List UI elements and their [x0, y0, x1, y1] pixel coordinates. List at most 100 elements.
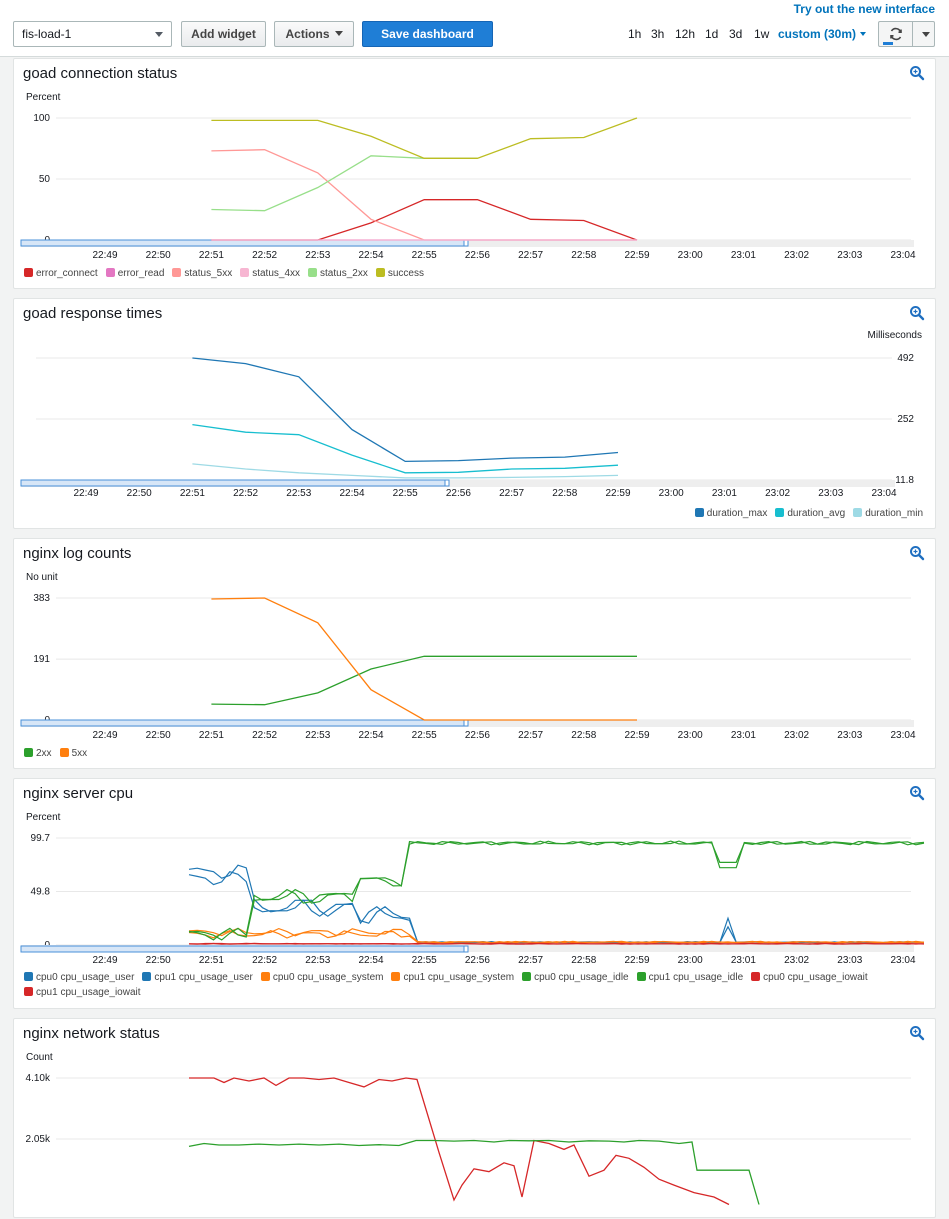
- time-selection-bar[interactable]: [21, 240, 466, 246]
- legend-item[interactable]: cpu1 cpu_usage_idle: [637, 970, 744, 985]
- chart-svg: Milliseconds49225211.822:49 22:50 22:51 22:…: [14, 299, 937, 530]
- cpu-series-line-7: [189, 943, 924, 944]
- legend-label: cpu0 cpu_usage_user: [36, 972, 134, 983]
- actions-button[interactable]: Actions: [274, 21, 354, 47]
- range-1w[interactable]: 1w: [754, 27, 769, 41]
- legend-item[interactable]: cpu0 cpu_usage_system: [261, 970, 384, 985]
- legend-item[interactable]: status_2xx: [308, 266, 368, 281]
- x-tick-label: 23:03: [837, 730, 862, 741]
- x-tick-label: 23:02: [784, 730, 809, 741]
- time-selection-bar[interactable]: [21, 946, 466, 952]
- y-tick-label: 11.8: [895, 475, 914, 486]
- cpu-series-line-4: [189, 841, 924, 940]
- x-tick-label: 22:54: [358, 730, 383, 741]
- x-tick-label: 23:03: [837, 250, 862, 261]
- x-tick-label: 22:53: [286, 488, 311, 499]
- time-selection-bar[interactable]: [21, 720, 466, 726]
- legend-item[interactable]: duration_min: [853, 506, 923, 521]
- series-line-1: [192, 425, 618, 473]
- x-tick-label: 22:55: [412, 955, 437, 966]
- x-tick-label: 22:56: [465, 955, 490, 966]
- x-tick-label: 22:56: [465, 730, 490, 741]
- x-tick-label: 23:03: [818, 488, 843, 499]
- time-selection-bar[interactable]: [21, 480, 447, 486]
- legend-item[interactable]: cpu1 cpu_usage_system: [391, 970, 514, 985]
- y-axis-unit: Count: [26, 1052, 53, 1063]
- legend-item[interactable]: error_connect: [24, 266, 98, 281]
- legend-item[interactable]: cpu0 cpu_usage_iowait: [751, 970, 868, 985]
- add-widget-button[interactable]: Add widget: [181, 21, 266, 47]
- x-tick-label: 23:00: [678, 250, 703, 261]
- network-series-line-1: [189, 1141, 759, 1205]
- legend-item[interactable]: status_5xx: [172, 266, 232, 281]
- y-tick-label: 383: [33, 593, 50, 604]
- legend-label: cpu0 cpu_usage_idle: [534, 972, 629, 983]
- x-tick-label: 22:59: [624, 955, 649, 966]
- add-widget-label: Add widget: [191, 27, 256, 41]
- legend-item[interactable]: success: [376, 266, 424, 281]
- range-12h[interactable]: 12h: [675, 27, 695, 41]
- legend-swatch: [637, 972, 646, 981]
- legend-swatch: [24, 748, 33, 757]
- legend-swatch: [376, 268, 385, 277]
- legend-swatch: [751, 972, 760, 981]
- legend-swatch: [24, 987, 33, 996]
- range-custom[interactable]: custom (30m): [778, 27, 866, 41]
- series-line-5: [211, 118, 637, 158]
- x-tick-label: 22:50: [146, 955, 171, 966]
- legend-item[interactable]: status_4xx: [240, 266, 300, 281]
- x-tick-label: 22:53: [305, 955, 330, 966]
- x-tick-label: 22:53: [305, 730, 330, 741]
- refresh-control[interactable]: [878, 21, 935, 47]
- x-tick-label: 22:56: [446, 488, 471, 499]
- range-1h[interactable]: 1h: [628, 27, 641, 41]
- legend-item[interactable]: cpu0 cpu_usage_idle: [522, 970, 629, 985]
- selection-handle[interactable]: [445, 480, 449, 486]
- legend-label: cpu1 cpu_usage_idle: [649, 972, 744, 983]
- legend-item[interactable]: duration_avg: [775, 506, 845, 521]
- refresh-interval-chevron-icon[interactable]: [922, 32, 930, 37]
- y-tick-label: 99.7: [31, 833, 51, 844]
- refresh-icon[interactable]: [888, 26, 904, 42]
- legend-swatch: [60, 748, 69, 757]
- legend-swatch: [522, 972, 531, 981]
- legend-label: cpu1 cpu_usage_user: [154, 972, 252, 983]
- x-tick-label: 22:54: [358, 250, 383, 261]
- legend-label: error_read: [118, 268, 165, 279]
- legend-item[interactable]: duration_max: [695, 506, 768, 521]
- dashboard-select[interactable]: fis-load-1: [13, 21, 172, 47]
- widget-0: goad connection statusPercent10050022:49…: [13, 58, 936, 289]
- save-dashboard-button[interactable]: Save dashboard: [362, 21, 493, 47]
- series-line-0: [211, 656, 637, 704]
- new-interface-link[interactable]: Try out the new interface: [794, 2, 935, 16]
- x-tick-label: 23:00: [678, 955, 703, 966]
- legend-label: status_4xx: [252, 268, 300, 279]
- x-tick-label: 22:54: [339, 488, 364, 499]
- chart-svg: Percent10050022:4922:5022:5122:5222:5322…: [14, 59, 937, 290]
- range-1d[interactable]: 1d: [705, 27, 718, 41]
- chevron-down-icon: [335, 31, 343, 36]
- x-tick-label: 22:57: [518, 955, 543, 966]
- widget-1: goad response times Milliseconds 492 252 11.…: [13, 298, 936, 529]
- range-3d[interactable]: 3d: [729, 27, 742, 41]
- legend-item[interactable]: 5xx: [60, 746, 88, 761]
- x-tick-label: 22:59: [624, 730, 649, 741]
- legend-label: cpu0 cpu_usage_iowait: [763, 972, 868, 983]
- save-dashboard-label: Save dashboard: [381, 27, 474, 41]
- range-3h[interactable]: 3h: [651, 27, 664, 41]
- widget-4: nginx network status Count 4.10k 2.05k: [13, 1018, 936, 1218]
- legend-item[interactable]: 2xx: [24, 746, 52, 761]
- legend-item[interactable]: error_read: [106, 266, 165, 281]
- selection-handle[interactable]: [464, 240, 468, 246]
- legend-item[interactable]: cpu1 cpu_usage_user: [142, 970, 252, 985]
- legend-item[interactable]: cpu0 cpu_usage_user: [24, 970, 134, 985]
- legend-label: status_2xx: [320, 268, 368, 279]
- y-tick-label: 50: [39, 174, 51, 185]
- selection-handle[interactable]: [464, 720, 468, 726]
- chart-legend: duration_max duration_avg duration_min: [695, 506, 931, 521]
- selection-handle[interactable]: [464, 946, 468, 952]
- x-tick-label: 23:01: [731, 955, 756, 966]
- x-tick-label: 23:01: [731, 730, 756, 741]
- legend-swatch: [775, 508, 784, 517]
- legend-item[interactable]: cpu1 cpu_usage_iowait: [24, 985, 141, 1000]
